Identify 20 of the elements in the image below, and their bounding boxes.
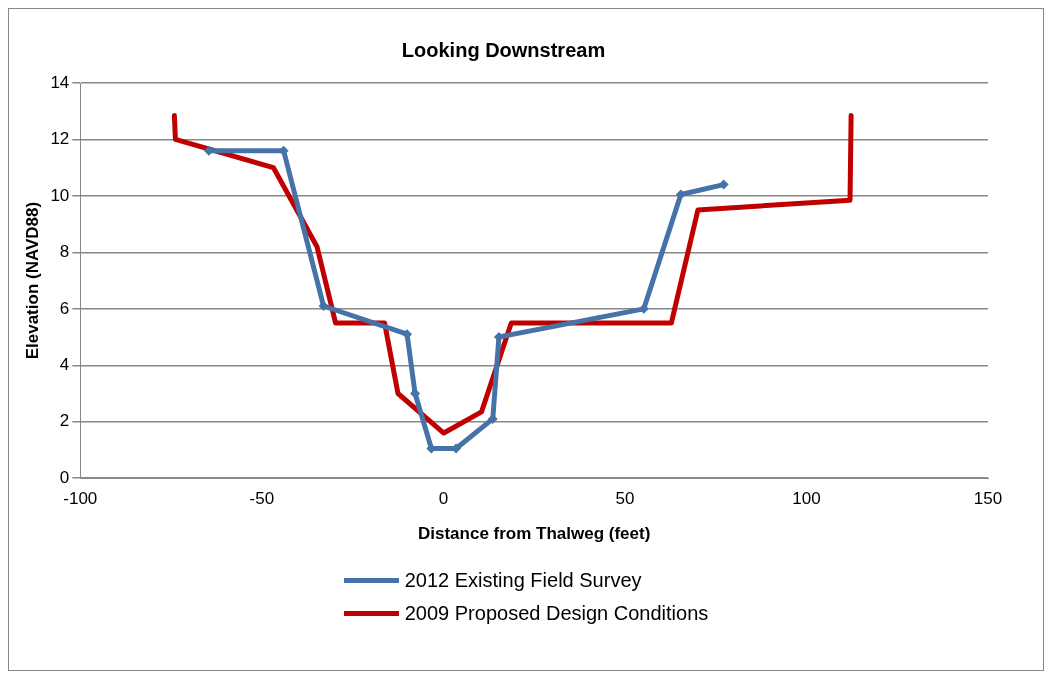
point	[318, 301, 329, 312]
legend-label: 2009 Proposed Design Conditions	[404, 602, 709, 625]
y-tick-label: 0	[59, 467, 70, 487]
y-tick-label: 6	[59, 298, 70, 318]
x-tick-label: -100	[63, 489, 98, 509]
y-tick-label: 8	[59, 242, 70, 262]
x-axis-title: Distance from Thalweg (feet)	[417, 524, 651, 544]
y-tick-label: 14	[50, 72, 70, 92]
y-tick-label: 10	[50, 185, 70, 205]
x-tick-label: 0	[438, 489, 449, 509]
y-axis-title: Elevation (NAVD88)	[22, 201, 42, 360]
x-tick-label: -50	[249, 489, 275, 509]
legend-label: 2012 Existing Field Survey	[404, 569, 642, 592]
x-tick-label: 100	[792, 489, 821, 509]
x-tick-label: 150	[973, 489, 1003, 509]
y-tick-label: 4	[59, 354, 70, 374]
y-tick-label: 12	[50, 129, 70, 149]
x-tick-label: 50	[615, 489, 635, 509]
y-tick-label: 2	[59, 411, 70, 431]
chart-title: Looking Downstream	[401, 38, 606, 61]
